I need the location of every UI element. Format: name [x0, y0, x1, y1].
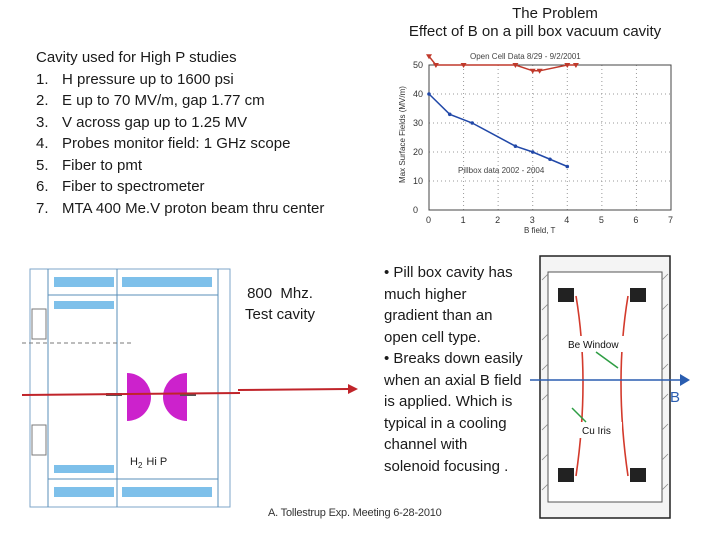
spec-text: MTA 400 Me.V proton beam thru center [62, 199, 325, 217]
spec-item: 4. Probes monitor field: 1 GHz scope [36, 133, 336, 155]
series-line-open-cell [428, 55, 576, 72]
chart-grid [428, 64, 672, 211]
hatched-walls [541, 273, 669, 491]
beam-arrowhead [348, 384, 358, 394]
spec-item: 3. V across gap up to 1.25 MV [36, 112, 336, 134]
chart-ticks: 0 1 2 3 4 5 6 7 0 10 20 30 40 50 [413, 60, 673, 225]
beam-arrow-shaft [238, 388, 349, 391]
x-tick-label: 4 [564, 215, 569, 225]
spec-number: 1. [36, 70, 49, 88]
chart-series [426, 54, 579, 169]
data-point-open-cell [426, 54, 432, 60]
x-tick-label: 6 [633, 215, 638, 225]
pillbox-cavity-diagram: Be Window Cu Iris B [530, 255, 690, 519]
gas-label: H2 Hi P [130, 456, 167, 470]
series-line-pillbox [428, 93, 568, 168]
legend-open-cell: Open Cell Data 8/29 - 9/2/2001 [470, 52, 581, 61]
slide-footer: A. Tollestrup Exp. Meeting 6-28-2010 [268, 507, 442, 519]
left-coupler [127, 373, 151, 421]
bullet-item: • Pill box cavity has much higher gradie… [384, 264, 513, 346]
spec-item: 2. E up to 70 MV/m, gap 1.77 cm [36, 90, 336, 112]
spec-text: Probes monitor field: 1 GHz scope [62, 135, 291, 152]
proton-beam-line [22, 392, 241, 396]
cavity-specs: Cavity used for High P studies 1. H press… [36, 47, 336, 219]
spec-item: 7. MTA 400 Me.V proton beam thru center [36, 198, 336, 220]
spec-item: 6. Fiber to spectrometer [36, 176, 336, 198]
right-coupler [163, 373, 187, 421]
spec-number: 5. [36, 156, 49, 174]
chart-frame [428, 64, 672, 211]
be-window-left [575, 295, 584, 477]
data-point-open-cell [512, 63, 519, 68]
data-point-open-cell [529, 68, 536, 74]
data-point-open-cell [564, 63, 571, 68]
data-point-open-cell [432, 63, 439, 68]
slide-subtitle: Effect of B on a pill box vacuum cavity [408, 23, 662, 40]
x-tick-label: 7 [668, 215, 673, 225]
x-tick-label: 0 [426, 215, 431, 225]
data-point-open-cell [572, 63, 579, 68]
x-tick-label: 3 [530, 215, 535, 225]
window-label-bg [562, 336, 638, 352]
data-point-pillbox [548, 157, 552, 162]
iris-pointer [571, 407, 587, 423]
spec-number: 4. [36, 135, 49, 152]
y-tick-label: 10 [413, 176, 423, 186]
y-tick-label: 0 [413, 205, 418, 215]
data-point-pillbox [447, 112, 452, 117]
cavity-caption-line2: Test cavity [244, 306, 316, 323]
window-pointer [595, 351, 619, 369]
spec-number: 6. [36, 178, 49, 195]
cavity-caption-line1: 800 Mhz. [247, 285, 313, 302]
data-point-pillbox [530, 150, 535, 154]
spec-text: Fiber to spectrometer [62, 178, 205, 195]
right-electrode [180, 393, 196, 396]
be-window-right [620, 295, 629, 477]
pillbox-interior [547, 271, 663, 503]
field-arrowhead [680, 374, 690, 386]
x-tick-label: 1 [461, 215, 466, 225]
data-point-open-cell [460, 63, 467, 68]
y-tick-label: 40 [413, 89, 423, 99]
iris-label-bg [578, 422, 622, 438]
data-point-open-cell [536, 68, 543, 74]
data-point-pillbox [513, 144, 518, 148]
flange-bolts-top [54, 277, 212, 309]
specs-heading: Cavity used for High P studies [36, 49, 237, 66]
y-tick-label: 50 [413, 60, 423, 70]
spec-text: H pressure up to 1600 psi [62, 70, 234, 88]
data-point-pillbox [565, 164, 570, 169]
test-cavity-schematic: H2 Hi P [22, 268, 241, 508]
cavity-caption: 800 Mhz. Test cavity [238, 283, 322, 325]
spec-item: 1. H pressure up to 1600 psi [36, 69, 336, 91]
flange-bolts-bottom [54, 465, 212, 497]
cu-iris-label: Cu Iris [582, 426, 611, 437]
data-point-pillbox [427, 92, 431, 96]
y-tick-label: 30 [413, 118, 423, 128]
be-window-label: Be Window [568, 340, 619, 351]
chart-xlabel: B field, T [524, 226, 556, 235]
cavity-frame [29, 268, 231, 508]
spec-number: 2. [36, 92, 49, 109]
slide-title: The Problem [512, 5, 598, 22]
chart-ylabel: Max Surface Fields (MV/m) [398, 86, 407, 183]
spec-text: E up to 70 MV/m, gap 1.77 cm [62, 92, 265, 109]
bullet-item: • Breaks down easily when an axial B fie… [384, 350, 523, 475]
field-vs-b-chart: 0 1 2 3 4 5 6 7 0 10 20 30 40 50 Open Cell Data 8/29 … [398, 52, 673, 235]
beam-arrow [238, 384, 358, 394]
spec-number: 7. [36, 199, 49, 217]
field-label: B [670, 389, 680, 406]
findings-bullets: • Pill box cavity has much higher gradie… [384, 262, 524, 477]
legend-pillbox: Pillbox data 2002 - 2004 [458, 166, 545, 175]
x-tick-label: 2 [495, 215, 500, 225]
flange-blocks [558, 288, 646, 482]
spec-item: 5. Fiber to pmt [36, 155, 336, 177]
left-port-details [22, 308, 132, 456]
y-tick-label: 20 [413, 147, 423, 157]
x-tick-label: 5 [599, 215, 604, 225]
data-point-pillbox [470, 121, 475, 125]
spec-text: Fiber to pmt [62, 156, 143, 174]
spec-number: 3. [36, 113, 49, 131]
spec-text: V across gap up to 1.25 MV [62, 113, 248, 131]
